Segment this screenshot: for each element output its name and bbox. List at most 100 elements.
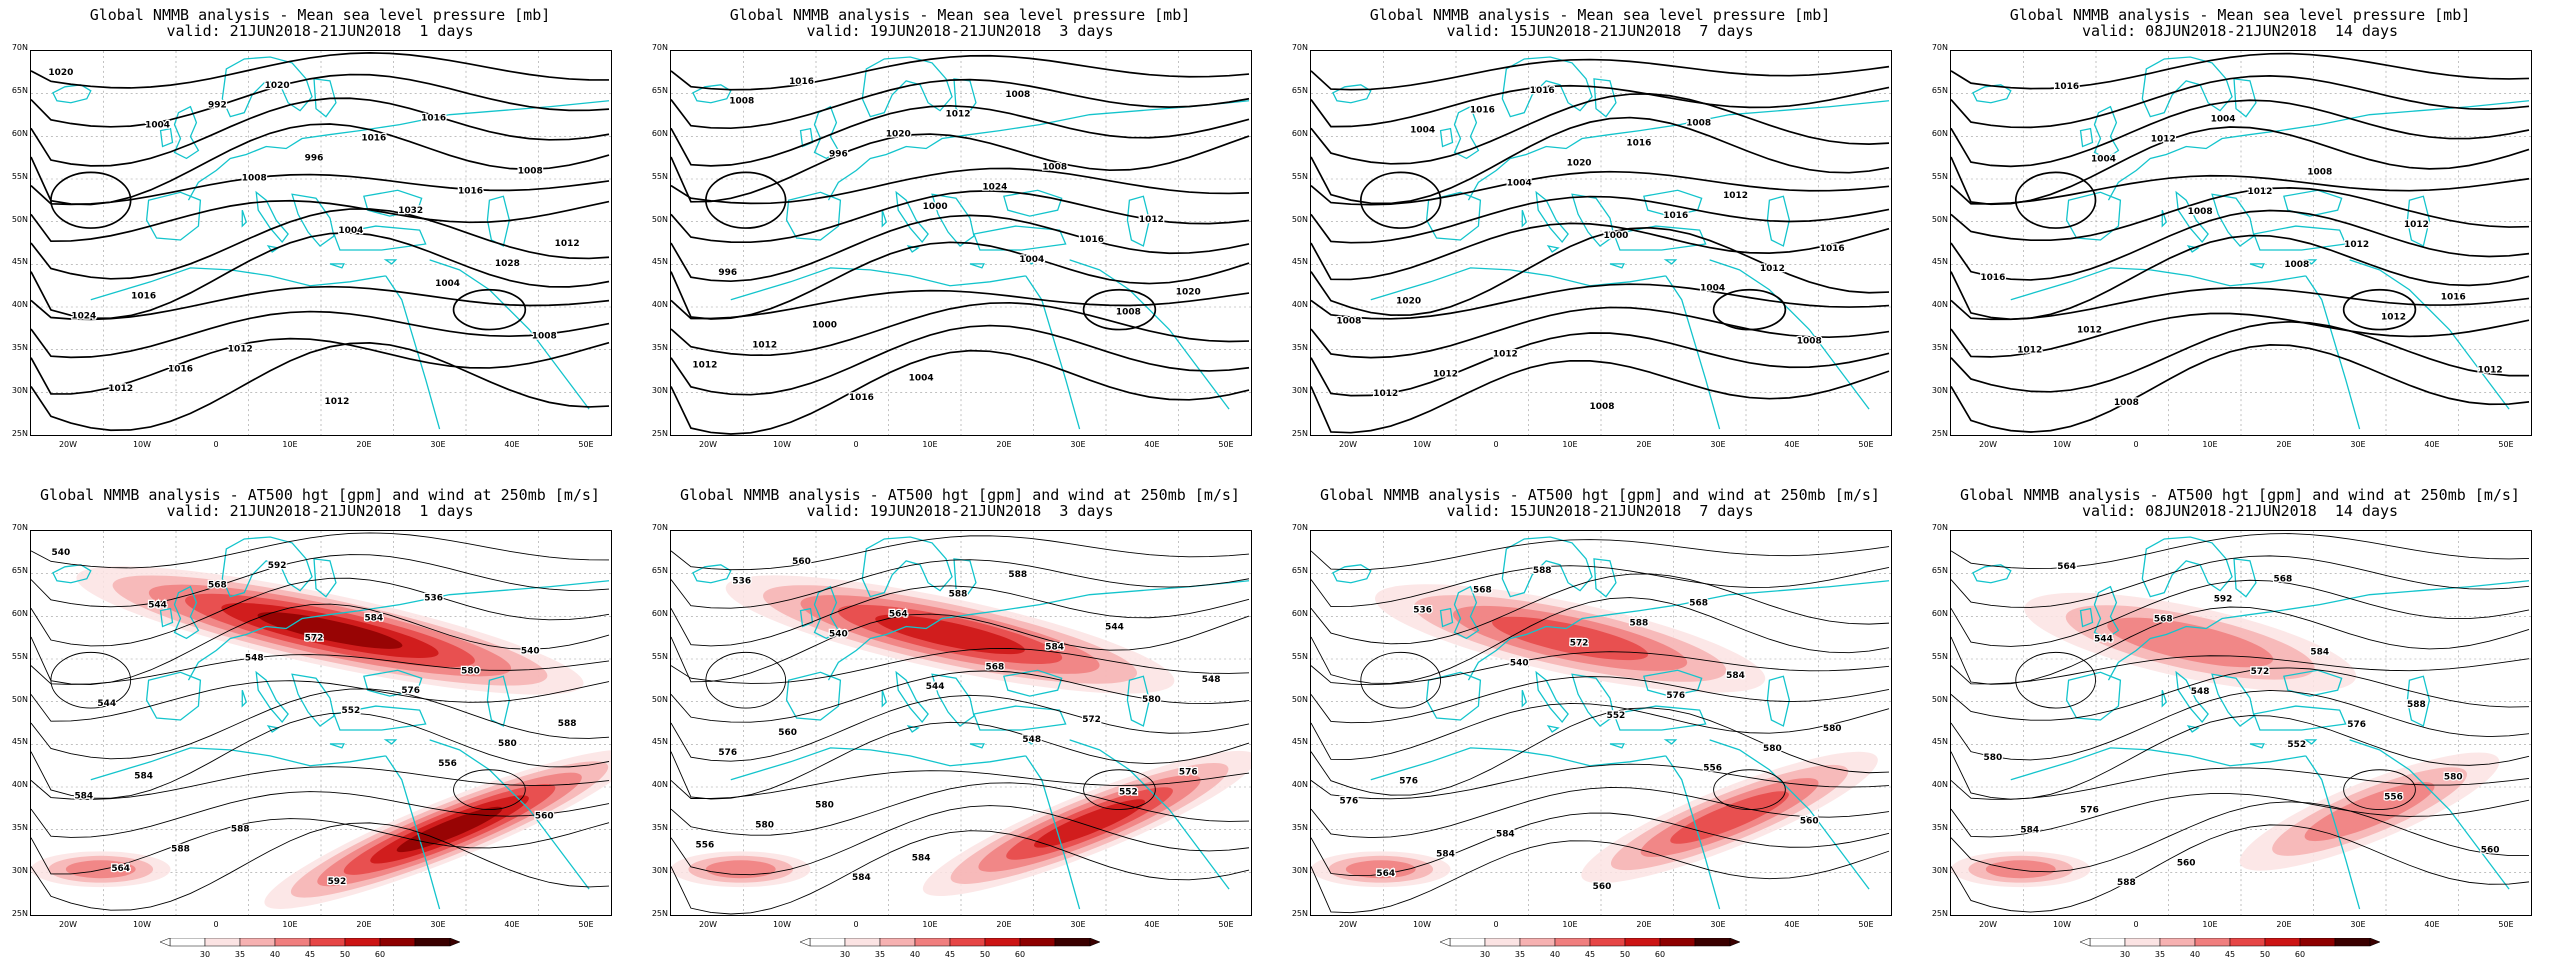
latitude-tick-label: 60N	[1291, 128, 1308, 138]
contour-label: 588	[1008, 570, 1027, 580]
latitude-tick-label: 25N	[1291, 429, 1308, 438]
contour-label: 1008	[2307, 167, 2332, 177]
contour-label: 1016	[1530, 86, 1555, 96]
contour-line	[1311, 702, 1890, 760]
map-canvas: 1008 996 1000 1004 1008 1012 1016 1020 1024 1016 1…	[671, 51, 1251, 435]
longitude-tick-label: 10W	[2052, 920, 2072, 929]
coastline	[2253, 225, 2347, 251]
coastline	[827, 100, 1250, 201]
longitude-tick-label: 10W	[2052, 440, 2072, 449]
coastline	[145, 671, 202, 721]
contour-line	[1951, 75, 2530, 129]
colorbar-swatch	[379, 938, 416, 947]
contour-label: 560	[2481, 845, 2500, 855]
contour-label: 560	[1800, 816, 1819, 826]
coastline	[333, 225, 427, 251]
longitude-tick-label: 40E	[1784, 920, 1800, 929]
contour-label: 1008	[1042, 162, 1067, 172]
contour-line	[671, 782, 1250, 836]
contour-label: 992	[208, 101, 227, 111]
contour-line	[671, 535, 1250, 571]
contour-line	[31, 577, 610, 647]
longitude-tick-label: 40E	[504, 920, 520, 929]
contour-label: 588	[231, 824, 250, 834]
contour-label: 540	[1510, 658, 1529, 668]
colorbar-swatch	[414, 938, 451, 947]
contour-label: 1016	[2441, 293, 2466, 303]
contour-line	[1951, 579, 2530, 647]
contour-line	[2343, 769, 2416, 810]
contour-label: 1016	[1626, 139, 1651, 149]
longitude-tick-label: 20W	[698, 440, 718, 449]
latitude-tick-label: 40N	[651, 780, 668, 790]
contour-line	[1311, 306, 1890, 359]
contour-line	[1951, 793, 2530, 838]
latitude-tick-label: 65N	[1931, 565, 1948, 575]
latitude-tick-label: 60N	[11, 608, 28, 618]
coastline	[1467, 100, 1890, 201]
contour-label: 552	[1607, 711, 1626, 721]
contour-label: 536	[732, 577, 751, 587]
longitude-tick-label: 20W	[1338, 920, 1358, 929]
colorbar-tick-label: 60	[1014, 950, 1026, 959]
at500-panel-2: Global NMMB analysis - AT500 hgt [gpm] a…	[640, 480, 1280, 960]
longitude-tick-label: 20W	[58, 440, 78, 449]
coastline	[486, 195, 511, 247]
coastline	[799, 607, 814, 628]
contour-label: 540	[521, 646, 540, 656]
contour-label: 1016	[1470, 106, 1495, 116]
latitude-tick-label: 40N	[1291, 780, 1308, 790]
contour-line	[31, 173, 610, 206]
contour-line	[671, 694, 1250, 762]
colorbar-strip	[160, 938, 461, 947]
longitude-tick-label: 10E	[922, 920, 938, 929]
latitude-tick-label: 35N	[1931, 343, 1948, 353]
contour-label: 1016	[361, 134, 386, 144]
latitude-tick-label: 55N	[1291, 651, 1308, 661]
contour-line	[1311, 116, 1890, 205]
colorbar-swatch	[344, 938, 381, 947]
contours	[671, 54, 1250, 435]
latitude-tick-label: 45N	[1931, 737, 1948, 747]
latitude-tick-label: 30N	[1931, 386, 1948, 396]
contour-line	[1712, 288, 1787, 331]
longitude-tick-label: 30E	[2350, 920, 2366, 929]
colorbar-swatch	[1554, 938, 1591, 947]
colorbar-tick-label: 60	[374, 950, 386, 959]
contour-label: 1012	[1760, 264, 1785, 274]
contour-line	[31, 123, 610, 206]
latitude-tick-label: 40N	[11, 300, 28, 310]
coastline	[1609, 743, 1625, 749]
coastline	[2093, 585, 2120, 640]
latitude-tick-label: 40N	[1291, 300, 1308, 310]
coastline	[1003, 189, 1063, 217]
latitude-tick-label: 45N	[1291, 257, 1308, 267]
colorbar-swatch	[949, 938, 986, 947]
coastline	[2349, 739, 2510, 890]
coastline	[173, 105, 200, 160]
contour-label: 1008	[1590, 402, 1615, 412]
contour-line	[1083, 769, 1156, 810]
panel-valid-range: valid: 15JUN2018-21JUN2018 7 days	[1446, 502, 1754, 520]
coastline	[173, 585, 200, 640]
coastline	[1467, 580, 1890, 681]
coastline	[2349, 259, 2510, 410]
latitude-tick-label: 65N	[11, 85, 28, 95]
contour-label: 1012	[946, 110, 971, 120]
coastlines	[1332, 56, 1890, 430]
colorbar-tick-label: 35	[2154, 950, 2166, 959]
contour-line	[1951, 287, 2530, 321]
coastline	[221, 536, 313, 598]
contour-label: 1020	[886, 130, 911, 140]
coastline	[329, 743, 345, 749]
panel-valid-range: valid: 08JUN2018-21JUN2018 14 days	[2081, 502, 2399, 520]
colorbar-swatch	[914, 938, 951, 947]
contour-label: 1008	[1797, 336, 1822, 346]
contour-label: 576	[1399, 777, 1418, 787]
contour-label: 580	[815, 801, 834, 811]
latitude-tick-label: 55N	[651, 171, 668, 181]
contour-line	[31, 822, 610, 911]
contour-line	[452, 288, 527, 331]
contour-label: 1000	[923, 202, 948, 212]
contour-line	[1951, 655, 2530, 685]
